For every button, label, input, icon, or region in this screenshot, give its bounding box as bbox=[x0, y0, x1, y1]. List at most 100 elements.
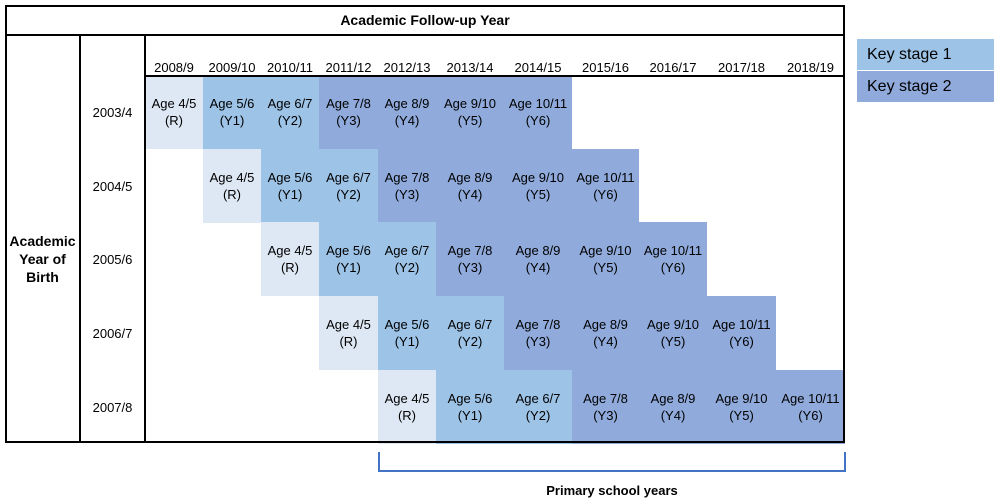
stage-age: Age 8/9 bbox=[650, 391, 696, 406]
stage-age: Age 7/8 bbox=[384, 170, 430, 185]
stage-grade: (Y6) bbox=[798, 408, 823, 423]
stage-cell: Age 6/7 (Y2) bbox=[378, 222, 436, 296]
primary-school-label: Primary school years bbox=[546, 483, 678, 498]
stage-cell: Age 4/5 (R) bbox=[319, 296, 378, 370]
stage-cell: Age 4/5 (R) bbox=[261, 222, 319, 296]
stage-grade: (Y5) bbox=[660, 334, 686, 349]
stage-age: Age 6/7 bbox=[326, 170, 371, 185]
birth-year-label: 2006/7 bbox=[92, 326, 133, 341]
stage-cell: Age 9/10 (Y5) bbox=[639, 296, 707, 370]
stage-age: Age 6/7 bbox=[447, 317, 493, 332]
year-header: 2008/9 bbox=[154, 60, 194, 75]
year-header: 2014/15 bbox=[514, 60, 562, 75]
stage-grade: (Y2) bbox=[525, 408, 551, 423]
stage-cell: Age 10/11 (Y6) bbox=[776, 370, 845, 444]
stage-grade: (Y3) bbox=[457, 260, 483, 275]
stage-age: Age 5/6 bbox=[326, 243, 371, 258]
stage-age: Age 10/11 bbox=[712, 317, 771, 332]
stage-grade: (Y2) bbox=[457, 334, 483, 349]
stage-grade: (Y1) bbox=[219, 113, 245, 128]
stage-grade: (Y2) bbox=[336, 187, 361, 202]
stage-age: Age 8/9 bbox=[447, 170, 493, 185]
header-divider bbox=[145, 75, 845, 77]
stage-cell: Age 6/7 (Y2) bbox=[436, 296, 504, 370]
stage-age: Age 4/5 bbox=[384, 391, 430, 406]
stage-grade: (Y1) bbox=[336, 260, 361, 275]
legend-key-stage-2: Key stage 2 bbox=[857, 71, 994, 102]
stage-grade: (Y1) bbox=[394, 334, 420, 349]
stage-grade: (Y3) bbox=[525, 334, 551, 349]
stage-cell: Age 9/10 (Y5) bbox=[572, 222, 639, 296]
year-header: 2018/19 bbox=[787, 60, 834, 75]
stage-age: Age 4/5 bbox=[326, 317, 371, 332]
stage-grade: (Y6) bbox=[593, 187, 618, 202]
stage-age: Age 7/8 bbox=[515, 317, 561, 332]
stage-grade: (Y2) bbox=[277, 113, 303, 128]
stage-cell: Age 9/10 (Y5) bbox=[707, 370, 776, 444]
stage-cell: Age 5/6 (Y1) bbox=[319, 222, 378, 296]
stage-grade: (Y4) bbox=[660, 408, 686, 423]
stage-cell: Age 10/11 (Y6) bbox=[639, 222, 707, 296]
stage-grade: (Y6) bbox=[525, 113, 551, 128]
stage-cell: Age 5/6 (Y1) bbox=[203, 75, 261, 149]
stage-grade: (Y1) bbox=[277, 187, 303, 202]
stage-age: Age 6/7 bbox=[384, 243, 430, 258]
stage-grade: (Y5) bbox=[457, 113, 483, 128]
stage-age: Age 5/6 bbox=[384, 317, 430, 332]
stage-age: Age 10/11 bbox=[643, 243, 703, 258]
column-divider bbox=[144, 35, 146, 443]
table-border bbox=[5, 5, 845, 443]
stage-cell: Age 7/8 (Y3) bbox=[378, 149, 436, 223]
legend-key-stage-1: Key stage 1 bbox=[857, 39, 994, 70]
year-header: 2015/16 bbox=[582, 60, 629, 75]
follow-up-year-title: Academic Follow-up Year bbox=[340, 12, 510, 28]
stage-cell: Age 8/9 (Y4) bbox=[572, 296, 639, 370]
stage-cell: Age 4/5 (R) bbox=[203, 149, 261, 223]
stage-age: Age 8/9 bbox=[583, 317, 628, 332]
stage-cell: Age 8/9 (Y4) bbox=[378, 75, 436, 149]
stage-cell: Age 8/9 (Y4) bbox=[504, 222, 572, 296]
stage-age: Age 8/9 bbox=[515, 243, 561, 258]
stage-age: Age 6/7 bbox=[267, 96, 313, 111]
stage-cell: Age 9/10 (Y5) bbox=[504, 149, 572, 223]
stage-age: Age 7/8 bbox=[447, 243, 493, 258]
year-header: 2013/14 bbox=[446, 60, 494, 75]
stage-cell: Age 7/8 (Y3) bbox=[504, 296, 572, 370]
stage-grade: (Y5) bbox=[525, 187, 551, 202]
column-divider bbox=[79, 35, 81, 443]
stage-grade: (Y4) bbox=[525, 260, 551, 275]
stage-cell: Age 10/11 (Y6) bbox=[504, 75, 572, 149]
stage-age: Age 9/10 bbox=[443, 96, 497, 111]
stage-age: Age 10/11 bbox=[508, 96, 568, 111]
stage-age: Age 10/11 bbox=[781, 391, 840, 406]
stage-cell: Age 7/8 (Y3) bbox=[319, 75, 378, 149]
stage-age: Age 7/8 bbox=[583, 391, 628, 406]
stage-age: Age 4/5 bbox=[151, 96, 197, 111]
stage-age: Age 5/6 bbox=[267, 170, 313, 185]
stage-age: Age 9/10 bbox=[511, 170, 565, 185]
year-header: 2009/10 bbox=[208, 60, 256, 75]
stage-cell: Age 7/8 (Y3) bbox=[572, 370, 639, 444]
stage-grade: (Y6) bbox=[729, 334, 754, 349]
stage-grade: (Y1) bbox=[457, 408, 483, 423]
birth-year-axis-label: Academic Year of Birth bbox=[9, 233, 76, 285]
stage-cell: Age 5/6 (Y1) bbox=[378, 296, 436, 370]
stage-grade: (Y3) bbox=[394, 187, 420, 202]
stage-grade: (Y4) bbox=[457, 187, 483, 202]
stage-grade: (R) bbox=[397, 408, 417, 423]
stage-cell: Age 8/9 (Y4) bbox=[436, 149, 504, 223]
stage-grade: (Y5) bbox=[593, 260, 618, 275]
year-header: 2011/12 bbox=[325, 60, 372, 75]
birth-year-label: 2005/6 bbox=[92, 252, 133, 267]
stage-cell: Age 5/6 (Y1) bbox=[436, 370, 504, 444]
stage-age: Age 5/6 bbox=[447, 391, 493, 406]
stage-age: Age 9/10 bbox=[646, 317, 700, 332]
stage-grade: (Y2) bbox=[394, 260, 420, 275]
stage-cell: Age 6/7 (Y2) bbox=[504, 370, 572, 444]
stage-grade: (R) bbox=[339, 334, 358, 349]
stage-cell: Age 10/11 (Y6) bbox=[707, 296, 776, 370]
stage-grade: (Y5) bbox=[729, 408, 754, 423]
stage-grade: (Y4) bbox=[394, 113, 420, 128]
stage-age: Age 4/5 bbox=[267, 243, 313, 258]
stage-cell: Age 7/8 (Y3) bbox=[436, 222, 504, 296]
